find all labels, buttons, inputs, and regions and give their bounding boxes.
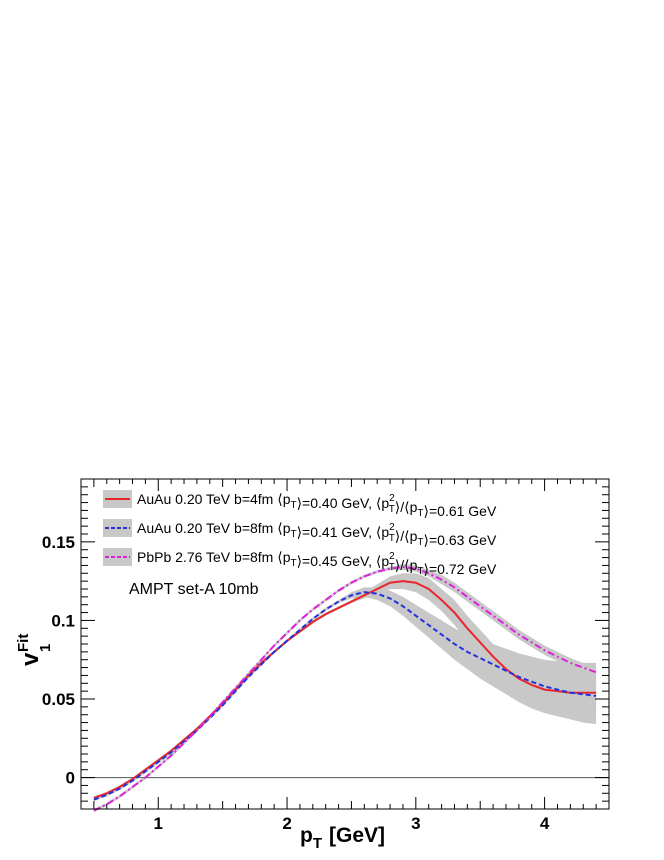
series-line-2 <box>93 591 597 801</box>
series-line-3 <box>93 565 597 812</box>
svg-text:v: v <box>17 652 44 666</box>
error-band-2 <box>93 587 597 802</box>
legend-entry-label: PbPb 2.76 TeV b=8fm ⟨pT⟩=0.45 GeV, ⟨p2 T⟩… <box>137 549 497 577</box>
svg-text:Fit: Fit <box>15 634 32 652</box>
error-band-1 <box>93 573 597 800</box>
x-tick-label: 1 <box>154 814 163 833</box>
legend: AuAu 0.20 TeV b=4fm ⟨pT⟩=0.40 GeV, ⟨p2 T⟩… <box>103 490 497 577</box>
y-tick-label: 0.05 <box>42 690 75 709</box>
y-tick-label: 0.1 <box>51 611 75 630</box>
series-lines <box>93 565 597 812</box>
annotation-text: AMPT set-A 10mb <box>129 581 259 598</box>
legend-entry-label: AuAu 0.20 TeV b=8fm ⟨pT⟩=0.41 GeV, ⟨p2 T⟩… <box>137 520 497 548</box>
legend-entry-label: AuAu 0.20 TeV b=4fm ⟨pT⟩=0.40 GeV, ⟨p2 T⟩… <box>137 491 497 519</box>
x-tick-label: 3 <box>411 814 420 833</box>
svg-text:1: 1 <box>37 644 54 652</box>
x-axis: 1 2 3 4 <box>93 479 610 833</box>
y-tick-label: 0 <box>66 769 75 788</box>
error-bands <box>93 563 597 813</box>
x-tick-label: 4 <box>540 814 550 833</box>
y-tick-label: 0.15 <box>42 533 75 552</box>
x-tick-label: 2 <box>282 814 291 833</box>
y-axis-title: v 1 Fit <box>15 634 54 666</box>
y-axis: 0 0.05 0.1 0.15 <box>42 478 609 810</box>
x-axis-title: pT [GeV] <box>300 824 385 852</box>
